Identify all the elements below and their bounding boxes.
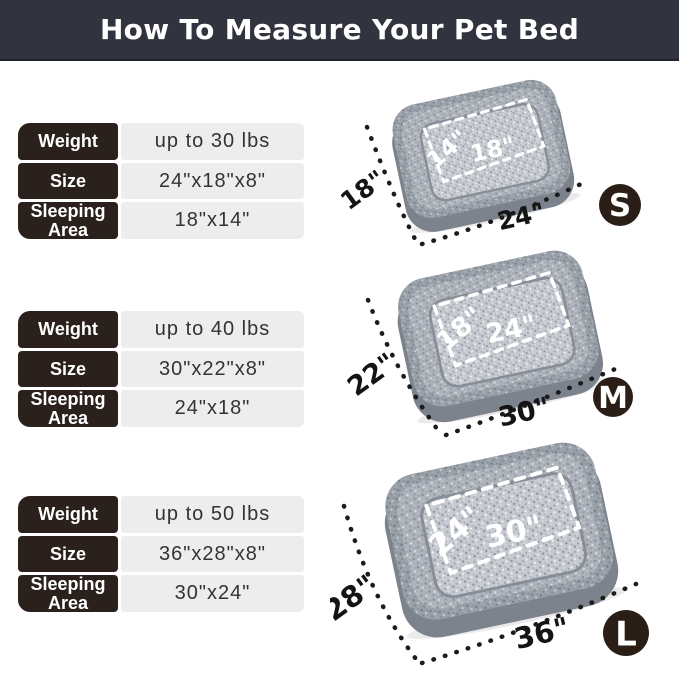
size-table-s: Weight up to 30 lbs Size 24"x18"x8" Slee… — [18, 123, 304, 239]
badge-letter: M — [598, 381, 628, 416]
sleeping-area-value: 24"x18" — [121, 390, 304, 427]
bottom-measure-line — [419, 181, 584, 247]
size-value: 24"x18"x8" — [121, 163, 304, 199]
weight-value: up to 30 lbs — [121, 123, 304, 160]
bed-figure-m: 18" 24" 22" 30" M — [330, 243, 679, 438]
bottom-measure-line — [443, 364, 623, 438]
bed-illustration-l: 24" 30" — [372, 438, 631, 650]
size-badge-s: S — [599, 184, 641, 226]
bed-illustration-m: 18" 24" — [386, 243, 614, 433]
size-label: Size — [18, 163, 118, 199]
sleeping-area-label: Sleeping Area — [18, 201, 118, 239]
weight-value: up to 40 lbs — [121, 311, 304, 348]
bed-figure-l-svg: 24" 30" 28" 36" L — [330, 438, 649, 666]
header-bar: How To Measure Your Pet Bed — [0, 0, 679, 61]
weight-label: Weight — [18, 311, 118, 348]
bed-figure-s-svg: 14" 18" 18" 24" S — [335, 72, 641, 247]
badge-circle — [599, 184, 641, 226]
badge-circle — [603, 610, 649, 656]
weight-label: Weight — [18, 496, 118, 533]
sleeping-area-value: 30"x24" — [121, 575, 304, 612]
badge-letter: S — [609, 188, 631, 224]
sleeping-area-value: 18"x14" — [121, 202, 304, 239]
size-table-m: Weight up to 40 lbs Size 30"x22"x8" Slee… — [18, 311, 304, 427]
side-height-label: 28" — [330, 568, 383, 628]
bed-figure-l: 24" 30" 28" 36" L — [330, 438, 679, 673]
size-label: Size — [18, 536, 118, 572]
bed-figure-m-svg: 18" 24" 22" 30" M — [342, 243, 633, 438]
badge-circle — [593, 377, 633, 417]
bed-illustration-s: 14" 18" — [382, 72, 584, 242]
side-measure-line — [365, 297, 443, 436]
side-measure-line — [341, 503, 419, 662]
size-label: Size — [18, 351, 118, 387]
sleeping-area-label: Sleeping Area — [18, 389, 118, 427]
size-table-l: Weight up to 50 lbs Size 36"x28"x8" Slee… — [18, 496, 304, 612]
weight-label: Weight — [18, 123, 118, 160]
size-value: 30"x22"x8" — [121, 351, 304, 387]
size-value: 36"x28"x8" — [121, 536, 304, 572]
weight-value: up to 50 lbs — [121, 496, 304, 533]
sleeping-area-label: Sleeping Area — [18, 574, 118, 612]
page-title: How To Measure Your Pet Bed — [99, 13, 580, 46]
bed-figure-s: 14" 18" 18" 24" S — [330, 72, 679, 250]
size-badge-m: M — [593, 377, 633, 417]
badge-letter: L — [615, 614, 637, 654]
size-badge-l: L — [603, 610, 649, 656]
